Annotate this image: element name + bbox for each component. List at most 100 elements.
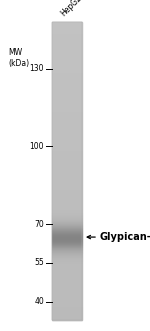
Bar: [52, 114, 82, 115]
Bar: [52, 308, 82, 309]
Bar: [52, 271, 82, 272]
Bar: [52, 156, 82, 157]
Bar: [52, 264, 82, 265]
Bar: [52, 131, 82, 132]
Bar: [52, 97, 82, 98]
Bar: [52, 312, 82, 313]
Bar: [52, 223, 82, 224]
Bar: [52, 32, 82, 33]
Bar: [52, 26, 82, 27]
Bar: [52, 191, 82, 192]
Bar: [52, 296, 82, 297]
Bar: [52, 281, 82, 282]
Bar: [52, 34, 82, 35]
Bar: [52, 88, 82, 89]
Text: HepG2: HepG2: [59, 0, 83, 18]
Bar: [52, 45, 82, 46]
Bar: [52, 43, 82, 44]
Bar: [52, 208, 82, 209]
Bar: [52, 319, 82, 320]
Bar: [52, 60, 82, 61]
Bar: [52, 140, 82, 141]
Bar: [52, 174, 82, 175]
Bar: [52, 123, 82, 124]
Bar: [52, 95, 82, 96]
Bar: [52, 206, 82, 207]
Bar: [52, 189, 82, 190]
Bar: [52, 78, 82, 79]
Bar: [52, 70, 82, 71]
Bar: [52, 235, 82, 236]
Text: MW
(kDa): MW (kDa): [8, 48, 29, 68]
Bar: [52, 216, 82, 217]
Bar: [52, 170, 82, 171]
Bar: [52, 122, 82, 123]
Bar: [52, 124, 82, 125]
Bar: [52, 181, 82, 182]
Bar: [52, 144, 82, 145]
Bar: [52, 228, 82, 229]
Bar: [52, 234, 82, 235]
Bar: [52, 236, 82, 237]
Bar: [52, 214, 82, 215]
Bar: [52, 233, 82, 234]
Bar: [52, 248, 82, 249]
Bar: [52, 240, 82, 241]
Bar: [52, 259, 82, 260]
Bar: [52, 40, 82, 41]
Bar: [52, 127, 82, 128]
Bar: [52, 153, 82, 154]
Bar: [52, 267, 82, 268]
Bar: [52, 159, 82, 160]
Bar: [52, 177, 82, 178]
Bar: [52, 197, 82, 198]
Bar: [52, 84, 82, 85]
Bar: [52, 46, 82, 47]
Bar: [52, 132, 82, 133]
Bar: [52, 106, 82, 107]
Bar: [52, 38, 82, 39]
Bar: [52, 49, 82, 50]
Bar: [52, 245, 82, 246]
Bar: [52, 238, 82, 239]
Bar: [52, 179, 82, 180]
Bar: [52, 169, 82, 170]
Bar: [52, 284, 82, 285]
Bar: [52, 261, 82, 262]
Bar: [52, 104, 82, 105]
Bar: [52, 310, 82, 311]
Bar: [52, 253, 82, 254]
Bar: [52, 22, 82, 23]
Bar: [52, 118, 82, 119]
Bar: [52, 221, 82, 222]
Bar: [52, 203, 82, 204]
Bar: [52, 249, 82, 250]
Bar: [52, 198, 82, 199]
Bar: [52, 226, 82, 227]
Bar: [52, 274, 82, 275]
Bar: [52, 105, 82, 106]
Bar: [52, 309, 82, 310]
Text: 70: 70: [34, 220, 44, 229]
Bar: [52, 33, 82, 34]
Bar: [52, 168, 82, 169]
Bar: [52, 316, 82, 317]
Bar: [52, 230, 82, 231]
Bar: [52, 130, 82, 131]
Bar: [52, 145, 82, 146]
Bar: [52, 65, 82, 66]
Bar: [52, 199, 82, 200]
Bar: [52, 196, 82, 197]
Bar: [52, 278, 82, 279]
Bar: [52, 205, 82, 206]
Bar: [52, 39, 82, 40]
Bar: [52, 254, 82, 255]
Bar: [52, 147, 82, 148]
Bar: [52, 186, 82, 187]
Bar: [52, 211, 82, 212]
Bar: [52, 276, 82, 277]
Bar: [52, 210, 82, 211]
Bar: [52, 98, 82, 99]
Bar: [52, 91, 82, 92]
Bar: [52, 270, 82, 271]
